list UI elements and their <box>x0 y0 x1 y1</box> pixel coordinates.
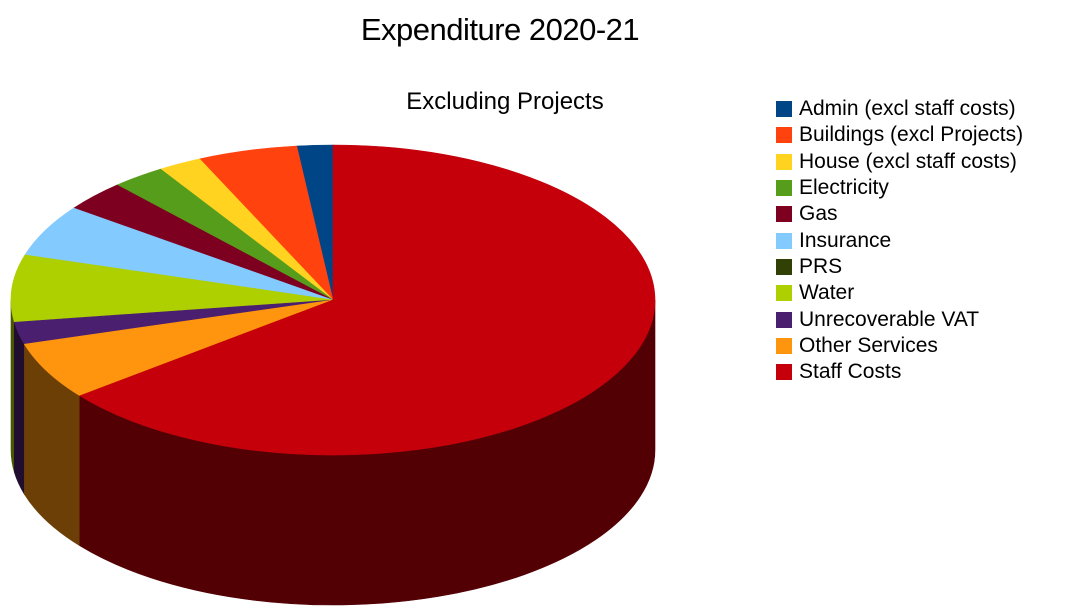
legend-swatch <box>776 311 792 328</box>
legend-swatch <box>776 337 792 354</box>
legend-label: Gas <box>799 202 838 226</box>
legend-swatch <box>776 180 792 197</box>
legend-item-gas: Gas <box>776 201 1023 227</box>
legend-item-water: Water <box>776 280 1023 306</box>
legend-swatch <box>776 127 792 144</box>
legend-item-staff-costs: Staff Costs <box>776 359 1023 385</box>
legend-label: Admin (excl staff costs) <box>799 97 1016 121</box>
legend-label: Buildings (excl Projects) <box>799 123 1024 147</box>
legend-item-prs: PRS <box>776 254 1023 280</box>
legend-item-admin-excl-staff-costs: Admin (excl staff costs) <box>776 96 1023 122</box>
legend-label: Water <box>799 281 855 305</box>
legend-label: Unrecoverable VAT <box>799 307 980 331</box>
legend-swatch <box>776 258 792 275</box>
legend-swatch <box>776 285 792 302</box>
legend-label: PRS <box>799 254 843 278</box>
legend-swatch <box>776 364 792 381</box>
pie-side-water <box>10 299 15 473</box>
chart-subtitle: Excluding Projects <box>406 88 604 115</box>
legend-item-buildings-excl-projects: Buildings (excl Projects) <box>776 122 1023 148</box>
legend-swatch <box>776 206 792 223</box>
legend-item-unrecoverable-vat: Unrecoverable VAT <box>776 306 1023 332</box>
legend-item-house-excl-staff-costs: House (excl staff costs) <box>776 149 1023 175</box>
pie-slice-other-services <box>23 299 334 397</box>
legend-swatch <box>776 101 792 118</box>
pie-slice-staff-costs <box>79 144 656 456</box>
legend-swatch <box>776 232 792 249</box>
legend-label: Staff Costs <box>799 360 902 384</box>
chart-legend: Admin (excl staff costs) Buildings (excl … <box>776 96 1023 385</box>
legend-item-electricity: Electricity <box>776 175 1023 201</box>
legend-label: Other Services <box>799 333 938 357</box>
legend-label: House (excl staff costs) <box>799 149 1017 173</box>
legend-swatch <box>776 153 792 170</box>
legend-item-insurance: Insurance <box>776 227 1023 253</box>
chart-title: Expenditure 2020-21 <box>360 12 640 47</box>
legend-label: Electricity <box>799 176 889 200</box>
legend-label: Insurance <box>799 228 892 252</box>
legend-item-other-services: Other Services <box>776 333 1023 359</box>
pie-side-unrecoverable-vat <box>14 322 25 496</box>
